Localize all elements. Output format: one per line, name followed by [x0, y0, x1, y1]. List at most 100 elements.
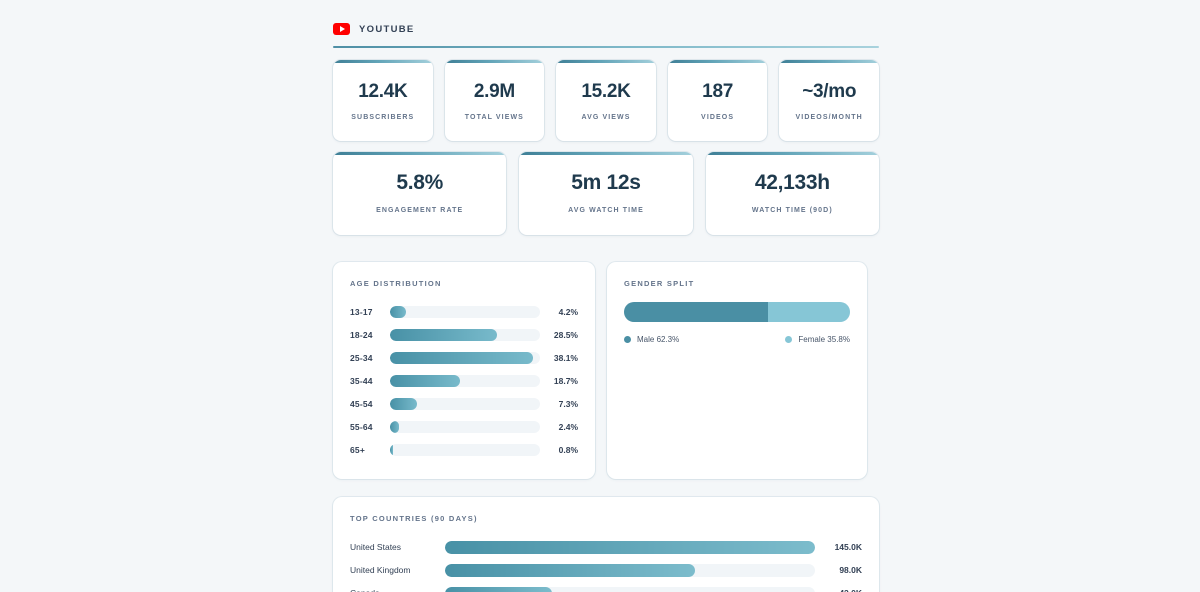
stat-card-avg-watch-time[interactable]: 5m 12s AVG WATCH TIME — [519, 151, 693, 235]
age-label: 13-17 — [350, 307, 373, 318]
stat-label: WATCH TIME (90D) — [751, 206, 833, 214]
youtube-icon — [333, 23, 350, 35]
dashboard-content: YOUTUBE 12.4K SUBSCRIBERS 2.9M TOTAL VIE… — [333, 0, 879, 592]
panel-title: TOP COUNTRIES (90 DAYS) — [350, 513, 478, 523]
age-distribution-panel: AGE DISTRIBUTION 13-17 4.2% 18-24 28.5% 25-3… — [333, 261, 595, 479]
age-value: 38.1% — [553, 353, 578, 364]
country-bar-fill — [445, 563, 696, 577]
panel-title: AGE DISTRIBUTION — [350, 278, 442, 288]
age-row: 65+ 0.8% — [350, 440, 578, 461]
gender-segment-male — [624, 301, 768, 322]
country-name: United Kingdom — [350, 565, 411, 576]
stat-value: 5m 12s — [571, 170, 641, 194]
country-bar-fill — [445, 540, 815, 554]
stat-card-watch-time-90d[interactable]: 42,133h WATCH TIME (90D) — [705, 151, 879, 235]
platform-name: YOUTUBE — [359, 23, 415, 35]
stat-value: 2.9M — [473, 81, 515, 102]
stat-cards-row-2: 5.8% ENGAGEMENT RATE 5m 12s AVG WATCH TI… — [333, 151, 879, 235]
gender-split-chart — [624, 301, 850, 322]
stat-label: SUBSCRIBERS — [351, 113, 415, 121]
legend-item: Female 35.8% — [785, 335, 850, 344]
country-value: 98.0K — [839, 565, 862, 576]
country-name: United States — [350, 542, 402, 553]
age-value: 28.5% — [553, 330, 578, 341]
country-row: Canada 42.0K — [350, 583, 862, 592]
legend-item: Male 62.3% — [624, 335, 679, 344]
age-bar-track — [390, 306, 540, 319]
country-name: Canada — [350, 588, 445, 592]
age-row: 18-24 28.5% — [350, 325, 578, 346]
age-bar-fill — [390, 444, 394, 457]
stat-card-subscribers[interactable]: 12.4K SUBSCRIBERS — [333, 60, 433, 141]
platform-header: YOUTUBE — [333, 0, 879, 44]
gender-legend: Male 62.3% Female 35.8% — [624, 335, 850, 344]
legend-dot-icon — [785, 335, 793, 343]
stat-value: 12.4K — [358, 81, 408, 102]
age-bar-fill — [390, 329, 497, 342]
age-value: 2.4% — [558, 422, 578, 433]
stat-value: 187 — [702, 81, 733, 102]
stat-value: 15.2K — [581, 81, 631, 102]
age-distribution-chart: 13-17 4.2% 18-24 28.5% 25-34 38.1% 35-44 18.7% 4… — [350, 302, 578, 461]
age-bar-fill — [390, 398, 418, 411]
country-value: 145.0K — [834, 542, 862, 553]
age-row: 25-34 38.1% — [350, 348, 578, 369]
stat-card-total-views[interactable]: 2.9M TOTAL VIEWS — [444, 60, 545, 141]
gender-segment-female — [767, 301, 850, 322]
stat-value: 5.8% — [396, 170, 443, 194]
legend-label: Female 35.8% — [798, 334, 850, 344]
age-row: 35-44 18.7% — [350, 371, 578, 392]
country-row: United States 145.0K — [350, 537, 862, 558]
stat-card-engagement-rate[interactable]: 5.8% ENGAGEMENT RATE — [333, 151, 507, 235]
age-label: 65+ — [350, 445, 366, 456]
stat-label: ENGAGEMENT RATE — [376, 206, 464, 214]
header-divider — [333, 46, 879, 48]
country-value: 42.0K — [815, 588, 862, 592]
stat-cards-row-1: 12.4K SUBSCRIBERS 2.9M TOTAL VIEWS 15.2K… — [333, 60, 879, 141]
stat-label: VIDEOS/MONTH — [795, 113, 863, 121]
age-bar-track — [390, 352, 540, 365]
age-bar-track — [390, 398, 540, 411]
age-label: 25-34 — [350, 353, 373, 364]
stat-label: TOTAL VIEWS — [464, 113, 524, 121]
gender-split-panel: GENDER SPLIT Male 62.3% Female 35.8% — [607, 261, 867, 479]
top-countries-chart: United States 145.0K United Kingdom 98.0K Ca… — [350, 537, 862, 592]
age-bar-fill — [390, 421, 399, 434]
country-bar-track — [445, 586, 815, 592]
age-value: 18.7% — [553, 376, 578, 387]
country-bar-fill — [445, 586, 553, 592]
age-value: 0.8% — [558, 445, 578, 456]
age-bar-track — [390, 329, 540, 342]
age-value: 4.2% — [558, 307, 578, 318]
stat-value: 42,133h — [754, 170, 830, 194]
age-bar-track — [390, 444, 540, 457]
age-row: 55-64 2.4% — [350, 417, 578, 438]
age-row: 13-17 4.2% — [350, 302, 578, 323]
age-bar-fill — [390, 306, 406, 319]
age-label: 55-64 — [350, 422, 373, 433]
age-bar-track — [390, 421, 540, 434]
top-countries-panel: TOP COUNTRIES (90 DAYS) United States 145… — [333, 496, 879, 592]
stat-label: AVG WATCH TIME — [568, 206, 644, 214]
age-bar-fill — [390, 375, 461, 388]
stat-card-videos[interactable]: 187 VIDEOS — [667, 60, 768, 141]
age-bar-fill — [390, 352, 533, 365]
panel-title: GENDER SPLIT — [624, 278, 695, 288]
age-bar-track — [390, 375, 540, 388]
age-label: 45-54 — [350, 399, 373, 410]
country-bar-track — [445, 540, 815, 554]
age-label: 35-44 — [350, 376, 373, 387]
legend-dot-icon — [624, 335, 631, 343]
stat-label: VIDEOS — [701, 113, 735, 121]
stat-label: AVG VIEWS — [581, 113, 631, 121]
stat-card-avg-views[interactable]: 15.2K AVG VIEWS — [556, 60, 656, 141]
legend-label: Male 62.3% — [637, 334, 680, 344]
demographics-row: AGE DISTRIBUTION 13-17 4.2% 18-24 28.5% 25-3… — [333, 261, 879, 479]
age-label: 18-24 — [350, 330, 373, 341]
age-row: 45-54 7.3% — [350, 394, 578, 415]
country-bar-track — [445, 563, 815, 577]
stat-card-videos-per-month[interactable]: ~3/mo VIDEOS/MONTH — [779, 60, 879, 141]
country-row: United Kingdom 98.0K — [350, 560, 862, 581]
age-value: 7.3% — [558, 399, 578, 410]
